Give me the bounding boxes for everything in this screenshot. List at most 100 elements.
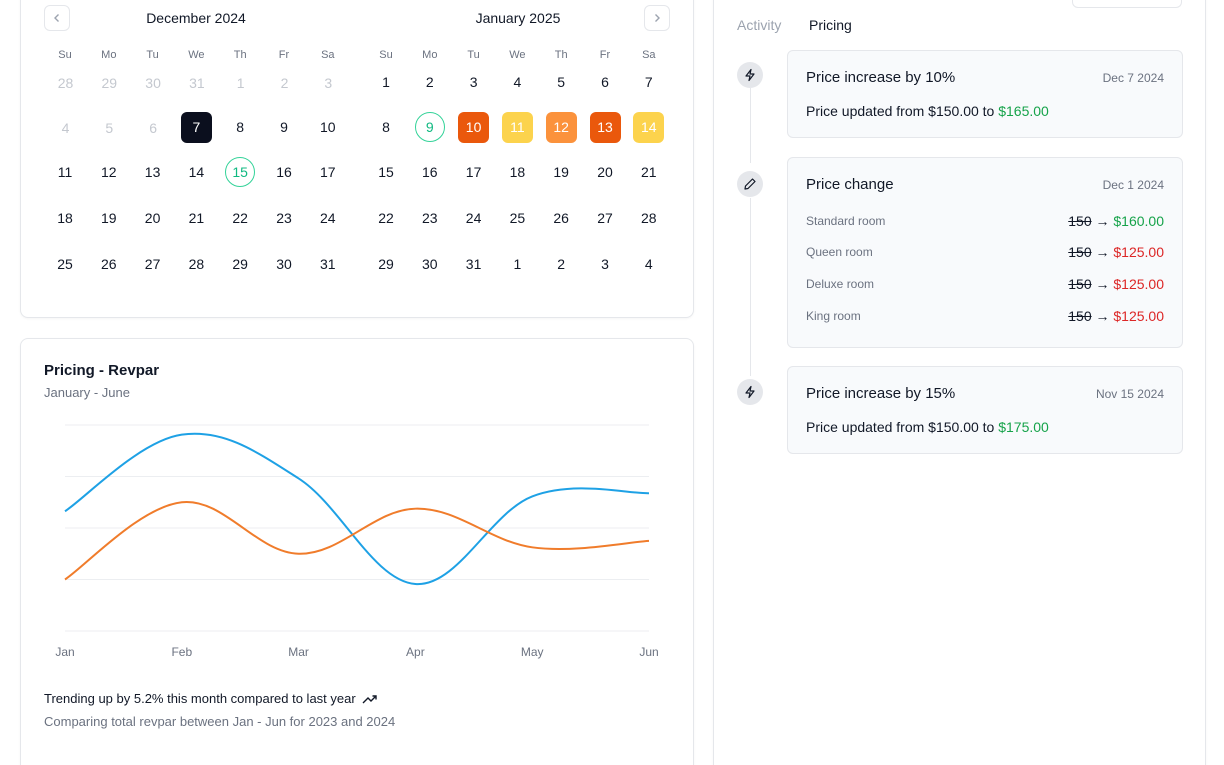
calendar-day[interactable]: 21 [641, 164, 657, 180]
calendar-day[interactable]: 29 [378, 256, 394, 272]
pencil-icon [744, 178, 756, 190]
calendar-day[interactable]: 11 [57, 164, 73, 180]
timeline-connector [750, 88, 751, 163]
calendar-day[interactable]: 25 [57, 256, 73, 272]
x-tick-label: May [521, 645, 544, 659]
price-change-row: Standard room 150 → $160.00 [806, 211, 1164, 231]
calendar-day[interactable]: 18 [57, 210, 73, 226]
calendar-day[interactable]: 22 [378, 210, 394, 226]
calendar-day[interactable]: 19 [101, 210, 117, 226]
calendar-day[interactable]: 31 [465, 256, 482, 272]
calendar-day[interactable]: 17 [320, 164, 336, 180]
calendar-day[interactable]: 13 [589, 111, 621, 143]
calendar-day[interactable]: 31 [189, 74, 205, 91]
prev-month-button[interactable] [44, 5, 70, 31]
event-icon [737, 62, 763, 88]
calendar-day[interactable]: 18 [509, 164, 526, 180]
calendar-day[interactable]: 28 [641, 210, 657, 226]
calendar-day[interactable]: 8 [382, 119, 390, 135]
weekday-label: Fr [278, 49, 290, 61]
new-price: $125.00 [1113, 244, 1164, 260]
calendar-day[interactable]: 26 [101, 256, 117, 272]
calendar-day[interactable]: 1 [236, 74, 245, 91]
room-name: King room [806, 309, 861, 323]
calendar-day[interactable]: 7 [180, 111, 212, 143]
calendar-day[interactable]: 27 [597, 210, 613, 226]
weekday-label: Th [554, 49, 568, 61]
calendar-day[interactable]: 14 [633, 111, 665, 143]
calendar-day[interactable]: 9 [280, 119, 288, 135]
calendar-day[interactable]: 22 [232, 210, 248, 226]
calendar-day[interactable]: 6 [149, 119, 157, 136]
calendar-day[interactable]: 2 [280, 74, 289, 91]
calendar-day[interactable]: 10 [458, 111, 490, 143]
calendar-day[interactable]: 4 [644, 256, 653, 272]
calendar-day[interactable]: 24 [320, 210, 336, 226]
calendar-day[interactable]: 20 [144, 210, 161, 226]
tab-activity[interactable]: Activity [737, 17, 782, 33]
calendar-day[interactable]: 23 [276, 210, 292, 226]
calendar-day[interactable]: 14 [188, 164, 205, 180]
calendar-day[interactable]: 4 [61, 119, 70, 136]
weekday-label: Sa [321, 49, 335, 61]
room-name: Deluxe room [806, 277, 875, 291]
calendar-day[interactable]: 28 [188, 256, 205, 272]
calendar-day[interactable]: 30 [422, 256, 438, 272]
calendar-day[interactable]: 1 [513, 256, 522, 272]
calendar-day[interactable]: 3 [601, 256, 609, 272]
calendar-day[interactable]: 19 [553, 164, 569, 180]
calendar-day[interactable]: 27 [144, 256, 161, 272]
old-price: 150 [1068, 308, 1092, 324]
x-tick-label: Jan [55, 645, 74, 659]
series-line-1 [64, 432, 650, 586]
tab-pricing[interactable]: Pricing [809, 17, 852, 33]
calendar-day[interactable]: 6 [601, 74, 609, 90]
calendar-day[interactable]: 3 [324, 74, 333, 91]
calendar-day[interactable]: 24 [465, 210, 482, 226]
activity-event: Price increase by 10% Dec 7 2024 Price u… [787, 50, 1183, 138]
calendar-day[interactable]: 12 [101, 164, 117, 180]
weekday-label: Su [58, 49, 72, 61]
next-month-button[interactable] [644, 5, 670, 31]
calendar-day[interactable]: 13 [144, 164, 161, 180]
calendar-day[interactable]: 15 [378, 164, 394, 180]
new-price: $165.00 [998, 103, 1049, 119]
calendar-day[interactable]: 3 [469, 74, 478, 90]
calendar-day[interactable]: 23 [422, 210, 438, 226]
calendar-day[interactable]: 5 [557, 74, 566, 90]
calendar-day[interactable]: 31 [320, 256, 336, 272]
calendar-day[interactable]: 16 [276, 164, 292, 180]
calendar-day[interactable]: 26 [553, 210, 569, 226]
calendar-day[interactable]: 11 [501, 111, 533, 143]
calendar-day[interactable]: 21 [188, 210, 205, 226]
calendar-day[interactable]: 9 [414, 112, 445, 142]
price-change-row: Deluxe room 150 → $125.00 [806, 274, 1164, 294]
calendar-day[interactable]: 25 [509, 210, 526, 226]
calendar-day[interactable]: 28 [57, 74, 74, 91]
calendar-day[interactable]: 30 [276, 256, 292, 272]
calendar-day[interactable]: 12 [545, 111, 577, 143]
calendar-day[interactable]: 29 [101, 74, 118, 91]
price-change: 150 → $160.00 [1068, 213, 1164, 229]
chevron-right-icon [655, 14, 660, 22]
calendar-day[interactable]: 29 [232, 256, 248, 272]
calendar-day[interactable]: 4 [513, 74, 522, 90]
old-price: 150 [1068, 276, 1092, 292]
calendar-day[interactable]: 5 [105, 119, 114, 136]
calendar-day[interactable]: 2 [557, 256, 566, 272]
calendar-day[interactable]: 1 [382, 74, 390, 90]
calendar-day[interactable]: 2 [425, 74, 434, 90]
calendar-day[interactable]: 15 [225, 157, 256, 187]
weekday-label: Tu [146, 49, 159, 61]
calendar-day[interactable]: 16 [422, 164, 438, 180]
calendar-day[interactable]: 8 [236, 119, 245, 135]
calendar-day[interactable]: 10 [320, 119, 336, 135]
price-change-row: King room 150 → $125.00 [806, 306, 1164, 326]
calendar-day[interactable]: 17 [465, 164, 482, 180]
calendar-day[interactable]: 30 [145, 74, 161, 91]
top-action-button[interactable] [1072, 0, 1182, 8]
calendar-day[interactable]: 7 [644, 74, 653, 90]
calendar-day[interactable]: 20 [597, 164, 613, 180]
weekday-label: Mo [101, 49, 117, 61]
new-price: $125.00 [1113, 308, 1164, 324]
